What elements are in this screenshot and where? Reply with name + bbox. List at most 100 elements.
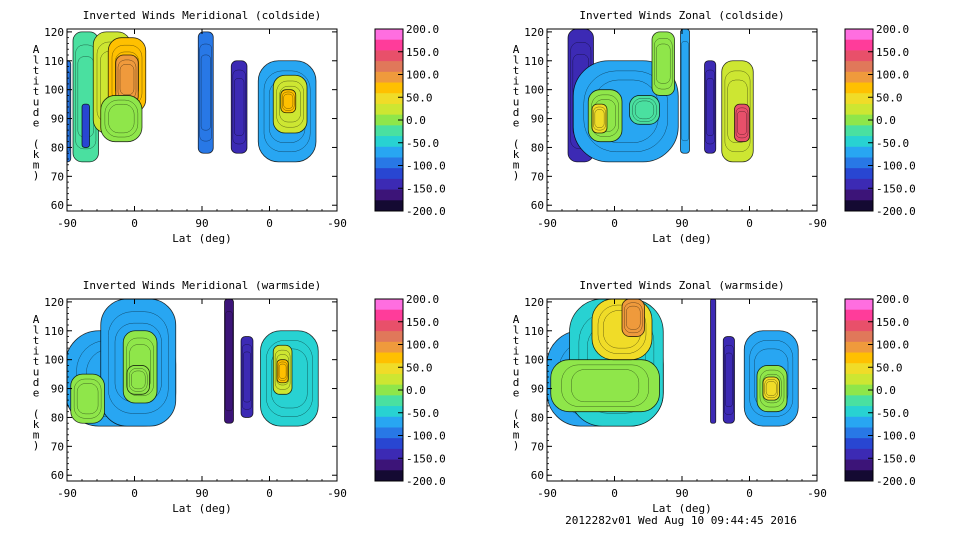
contour-line: [571, 369, 640, 403]
contour-region: [197, 31, 214, 154]
contour-line: [243, 351, 251, 403]
colorbar-swatch: [845, 438, 873, 450]
contour-line: [632, 98, 657, 122]
y-tick-label: 70: [531, 440, 544, 453]
colorbar-tick-label: 50.0: [876, 91, 903, 104]
colorbar-swatch: [845, 200, 873, 212]
colorbar-tick-label: -200.0: [876, 205, 916, 218]
contour-region: [704, 60, 717, 154]
colorbar-swatch: [845, 320, 873, 332]
colorbar-swatch: [845, 395, 873, 407]
colorbar-swatch: [375, 125, 403, 137]
contour-region: [280, 89, 297, 114]
contour-line: [764, 379, 779, 399]
x-tick-label: -90: [807, 217, 827, 230]
colorbar-swatch: [845, 299, 873, 311]
colorbar-swatch: [845, 448, 873, 461]
contour-line: [131, 370, 146, 390]
contour-field: [67, 299, 319, 427]
y-tick-label: 60: [531, 199, 544, 212]
contour-line: [279, 85, 301, 123]
colorbar-swatch: [375, 309, 403, 321]
colorbar: 200.0 150.0 100.0 50.0 0.0 -50.0 -100.0 -150.0 -…: [844, 293, 916, 488]
colorbar-swatch: [375, 320, 403, 332]
y-tick-label: 80: [51, 411, 64, 424]
contour-line: [654, 37, 673, 90]
y-tick-label: 70: [51, 440, 64, 453]
colorbar-swatch: [375, 438, 403, 450]
contour-region: [70, 373, 105, 424]
contour-line: [129, 368, 148, 392]
colorbar-tick-label: 200.0: [406, 23, 439, 36]
contour-region: [276, 359, 289, 384]
colorbar-tick-label: -200.0: [406, 475, 446, 488]
y-tick-label: 80: [531, 141, 544, 154]
colorbar-swatch: [845, 103, 873, 116]
contour-line: [583, 70, 668, 153]
y-tick-label: 100: [44, 84, 64, 97]
colorbar-swatch: [845, 352, 873, 364]
colorbar-swatch: [375, 103, 403, 116]
y-tick-label: 90: [51, 383, 64, 396]
contour-line: [104, 99, 139, 138]
colorbar-tick-label: -150.0: [406, 182, 446, 195]
contour-line: [725, 352, 733, 408]
colorbar-swatch: [845, 416, 873, 428]
colorbar-swatch: [375, 189, 403, 201]
contour-line: [276, 80, 304, 128]
y-tick-label: 60: [51, 199, 64, 212]
colorbar-swatch: [375, 82, 403, 94]
colorbar-swatch: [375, 459, 403, 471]
y-tick-label: 110: [524, 55, 544, 68]
contour-region: [126, 365, 150, 395]
contour-line: [277, 361, 288, 381]
contour-line: [119, 64, 135, 96]
colorbar-tick-label: 0.0: [406, 114, 426, 127]
contour-line: [199, 43, 212, 142]
y-tick-label: 60: [51, 469, 64, 482]
contour-line: [724, 70, 751, 153]
x-tick-label: 90: [675, 217, 688, 230]
y-tick-label: 90: [531, 113, 544, 126]
colorbar: 200.0 150.0 100.0 50.0 0.0 -50.0 -100.0 -150.0 -…: [374, 23, 446, 218]
chart-title: Inverted Winds Zonal (warmside): [579, 279, 784, 292]
colorbar: 200.0 150.0 100.0 50.0 0.0 -50.0 -100.0 -150.0 -…: [844, 23, 916, 218]
x-axis-label: Lat (deg): [652, 232, 712, 245]
colorbar-swatch: [845, 341, 873, 354]
colorbar-swatch: [845, 427, 873, 439]
y-tick-label: 120: [44, 26, 64, 39]
colorbar-swatch: [845, 178, 873, 191]
contour-field: [567, 29, 754, 163]
contour-region: [81, 103, 90, 148]
x-tick-label: 0: [131, 487, 138, 500]
colorbar-tick-label: 50.0: [876, 361, 903, 374]
colorbar-swatch: [375, 200, 403, 212]
colorbar-swatch: [375, 406, 403, 418]
x-tick-label: 90: [195, 487, 208, 500]
colorbar-tick-label: 200.0: [406, 293, 439, 306]
contour-line: [225, 311, 233, 412]
x-axis-label: Lat (deg): [652, 502, 712, 515]
contour-region: [734, 103, 750, 143]
panel-2: Inverted Winds Zonal (coldside) 60 70 80 90 1…: [513, 9, 916, 245]
contour-field: [547, 299, 799, 427]
colorbar-tick-label: -100.0: [876, 430, 916, 443]
x-tick-label: 90: [195, 217, 208, 230]
colorbar-swatch: [845, 363, 873, 375]
y-tick-label: 60: [531, 469, 544, 482]
contour-region: [762, 376, 780, 401]
colorbar-tick-label: 0.0: [876, 384, 896, 397]
contour-line: [634, 100, 655, 120]
x-tick-label: -90: [57, 487, 77, 500]
panel-3: Inverted Winds Meridional (warmside) 60 70…: [33, 279, 446, 515]
colorbar-tick-label: -50.0: [406, 137, 439, 150]
colorbar-swatch: [375, 178, 403, 191]
colorbar-tick-label: 100.0: [876, 339, 909, 352]
contour-line: [232, 69, 246, 145]
contour-region: [230, 60, 248, 154]
x-tick-label: -90: [537, 487, 557, 500]
colorbar-swatch: [375, 168, 403, 180]
